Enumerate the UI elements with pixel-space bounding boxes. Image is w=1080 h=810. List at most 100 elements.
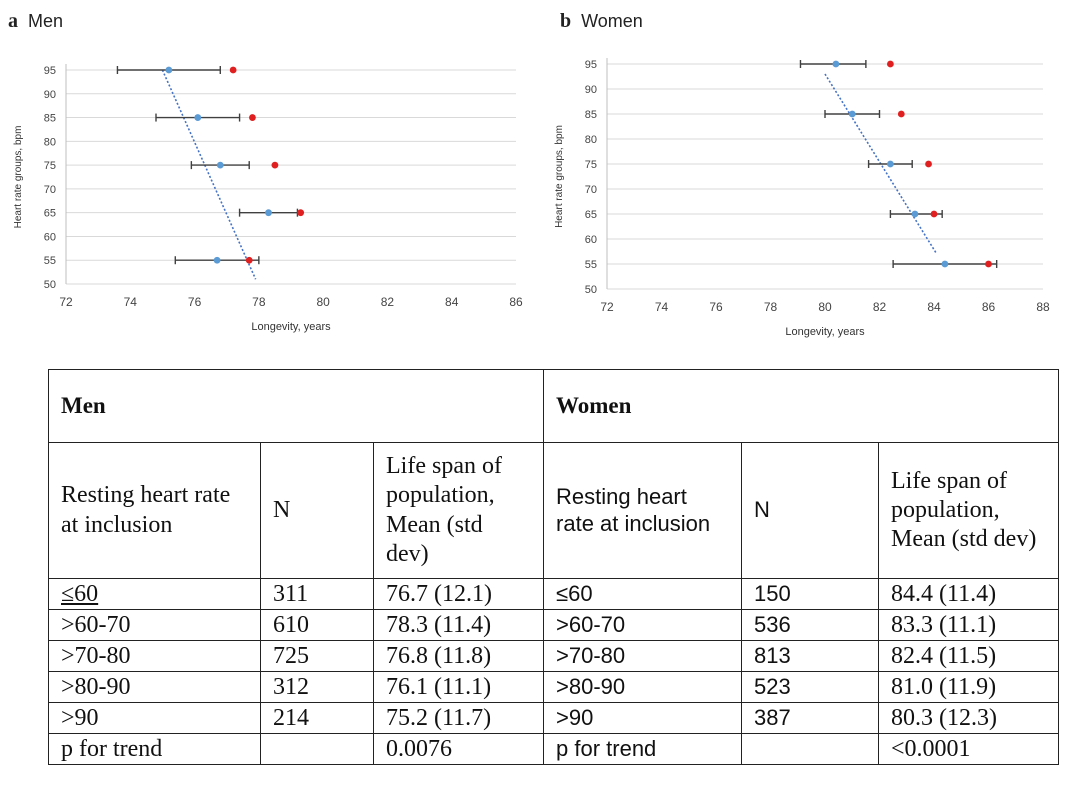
table-cell-men-n — [260, 733, 374, 765]
table-row: ≤60 311 76.7 (12.1) ≤60 150 84.4 (11.4) — [48, 578, 1060, 610]
table-cell-men-n: 725 — [260, 640, 374, 672]
x-tick-label: 76 — [188, 295, 202, 309]
panel-b-heading: b Women — [560, 10, 643, 33]
table-column-header-row: Resting heart rate at inclusion N Life s… — [48, 442, 1060, 579]
trend-line — [824, 73, 938, 255]
mean-point — [194, 114, 202, 121]
y-tick-label: 75 — [44, 160, 56, 172]
table-cell-women-n: 387 — [741, 702, 880, 734]
y-tick-label: 50 — [585, 284, 597, 296]
x-tick-label: 78 — [764, 300, 778, 314]
table-cell-women-n: 813 — [741, 640, 880, 672]
table-row: >90 214 75.2 (11.7) >90 387 80.3 (12.3) — [48, 702, 1060, 734]
red-point — [897, 110, 905, 118]
table-cell-men-rate: >90 — [48, 702, 261, 734]
red-point — [249, 114, 256, 121]
table-cell-women-rate: >60-70 — [543, 609, 743, 641]
table-cell-men-rate: >80-90 — [48, 671, 261, 703]
table-cell-women-rate: p for trend — [543, 733, 743, 765]
red-point — [271, 161, 279, 169]
table-cell-women-rate: >70-80 — [543, 640, 743, 672]
table-cell-women-life: 82.4 (11.5) — [878, 640, 1060, 672]
y-tick-label: 80 — [585, 134, 597, 146]
table-cell-women-n: 150 — [741, 578, 880, 610]
table-cell-women-rate: >80-90 — [543, 671, 743, 703]
table-cell-men-n: 312 — [260, 671, 374, 703]
table-cell-men-life: 76.1 (11.1) — [372, 671, 545, 703]
men-life-column-header: Life span of population, Mean (std dev) — [372, 442, 545, 579]
y-tick-label: 55 — [44, 255, 56, 267]
table-cell-women-rate: >90 — [543, 702, 743, 734]
table-cell-men-life: 75.2 (11.7) — [372, 702, 545, 734]
y-tick-label: 85 — [44, 113, 56, 125]
y-tick-label: 90 — [585, 84, 597, 96]
y-tick-label: 55 — [585, 259, 597, 271]
table-cell-men-n: 610 — [260, 609, 374, 641]
men-group-header: Men — [47, 369, 545, 443]
table-cell-women-life: 81.0 (11.9) — [878, 671, 1060, 703]
table-cell-women-n — [741, 733, 880, 765]
mean-point — [941, 260, 949, 268]
table-cell-women-n: 536 — [741, 609, 880, 641]
table-cell-men-rate: p for trend — [48, 733, 261, 765]
y-tick-label: 50 — [44, 279, 56, 291]
trend-line — [161, 69, 257, 280]
panel-a-letter: a — [8, 10, 18, 32]
x-tick-label: 74 — [124, 295, 138, 309]
table-row: >60-70 610 78.3 (11.4) >60-70 536 83.3 (11.1) — [48, 609, 1060, 641]
table-cell-men-n: 214 — [260, 702, 374, 734]
x-tick-label: 80 — [316, 295, 330, 309]
x-axis-label: Longevity, years — [785, 326, 865, 338]
y-tick-label: 95 — [585, 59, 597, 71]
panel-b-letter: b — [560, 10, 572, 32]
women-n-column-header: N — [741, 442, 880, 579]
y-axis-label: Heart rate groups, bpm — [13, 126, 24, 229]
table-cell-men-n: 311 — [260, 578, 374, 610]
red-point — [245, 256, 253, 264]
x-tick-label: 84 — [445, 295, 459, 309]
mean-point — [832, 60, 840, 68]
red-point — [985, 260, 992, 268]
mean-point — [216, 161, 224, 169]
y-tick-label: 60 — [44, 231, 56, 243]
x-tick-label: 82 — [381, 295, 395, 309]
y-tick-label: 70 — [585, 184, 597, 196]
mean-point — [911, 210, 919, 218]
table-cell-men-rate: >60-70 — [48, 609, 261, 641]
mean-point — [887, 160, 894, 168]
panel-a-heading: a Men — [8, 10, 63, 33]
x-tick-label: 86 — [509, 295, 523, 309]
men-rate-column-header: Resting heart rate at inclusion — [48, 442, 261, 579]
y-tick-label: 65 — [44, 208, 56, 220]
x-tick-label: 72 — [600, 300, 614, 314]
table-cell-women-life: <0.0001 — [878, 733, 1060, 765]
red-point — [229, 66, 237, 74]
red-point — [925, 160, 932, 168]
y-tick-label: 95 — [44, 65, 56, 77]
heart-rate-longevity-table: Men Women Resting heart rate at inclusio… — [47, 369, 1060, 765]
table-cell-women-life: 83.3 (11.1) — [878, 609, 1060, 641]
women-rate-column-header: Resting heart rate at inclusion — [543, 442, 743, 579]
y-axis-label: Heart rate groups, bpm — [554, 125, 565, 228]
table-cell-men-rate: >70-80 — [48, 640, 261, 672]
men-longevity-chart: 50 55 60 65 70 75 80 85 90 95 72 74 76 78 80 82 84 86 Long… — [13, 64, 523, 333]
red-point — [930, 210, 938, 218]
panel-b-title: Women — [581, 11, 643, 31]
y-tick-label: 75 — [585, 159, 597, 171]
mean-point — [848, 110, 856, 118]
table-cell-men-life: 76.8 (11.8) — [372, 640, 545, 672]
women-group-header: Women — [543, 369, 1060, 443]
y-tick-label: 80 — [44, 136, 56, 148]
panel-a-title: Men — [28, 11, 64, 31]
x-tick-label: 88 — [1036, 300, 1050, 314]
table-cell-women-n: 523 — [741, 671, 880, 703]
table-cell-women-life: 80.3 (12.3) — [878, 702, 1060, 734]
x-tick-label: 78 — [252, 295, 266, 309]
y-tick-label: 90 — [44, 89, 56, 101]
x-tick-label: 86 — [982, 300, 996, 314]
table-cell-men-life: 78.3 (11.4) — [372, 609, 545, 641]
men-n-column-header: N — [260, 442, 374, 579]
table-cell-men-life: 0.0076 — [372, 733, 545, 765]
table-row: p for trend 0.0076 p for trend <0.0001 — [48, 733, 1060, 765]
x-tick-label: 80 — [818, 300, 832, 314]
